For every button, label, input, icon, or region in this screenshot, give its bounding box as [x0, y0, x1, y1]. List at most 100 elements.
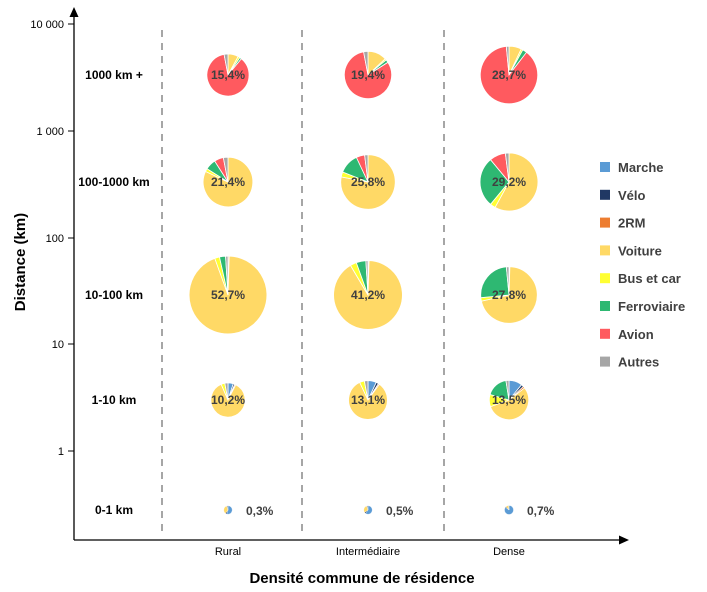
- pie-slice-autres: [508, 505, 510, 511]
- pie-slice-voiture: [494, 152, 539, 212]
- pie-slice-autres: [364, 154, 369, 183]
- pie-10-100-km-dense: 27,8%: [480, 266, 538, 324]
- pie-slice-voiture: [489, 387, 530, 421]
- column-label-intermediaire: Intermédiaire: [336, 546, 400, 558]
- y-tick-label: 1 000: [36, 126, 64, 138]
- column-separators: [161, 30, 445, 532]
- legend-item-2rm: 2RM: [600, 216, 645, 231]
- legend-label: Marche: [618, 160, 664, 175]
- pie-1-10-km-dense: 13,5%: [488, 379, 530, 421]
- legend-item-bus-et-car: Bus et car: [600, 271, 681, 286]
- row-label-100-1000-km: 100-1000 km: [78, 175, 149, 189]
- pie-share-label: 41,2%: [351, 288, 385, 302]
- pie-share-label: 0,3%: [246, 504, 274, 518]
- legend-swatch: [600, 245, 610, 256]
- pie-slice-autres: [505, 45, 510, 76]
- pie-share-label: 15,4%: [211, 68, 245, 82]
- pie-1000-km-dense: 28,7%: [479, 45, 539, 105]
- legend-item-voiture: Voiture: [600, 243, 662, 258]
- pie-share-label: 0,5%: [386, 504, 414, 518]
- pie-share-label: 10,2%: [211, 393, 245, 407]
- row-label-0-1-km: 0-1 km: [95, 503, 133, 517]
- y-axis-arrow: [69, 7, 79, 17]
- legend-item-velo: Vélo: [600, 188, 646, 203]
- legend-label: Bus et car: [618, 271, 681, 286]
- legend-swatch: [600, 301, 610, 311]
- legend-label: 2RM: [618, 216, 645, 231]
- pie-share-label: 13,5%: [492, 393, 526, 407]
- legend-label: Vélo: [618, 188, 646, 203]
- y-axis-title: Distance (km): [12, 213, 29, 311]
- legend-label: Voiture: [618, 243, 662, 258]
- pie-slice-avion: [479, 45, 539, 105]
- pie-slice-avion: [343, 51, 392, 99]
- x-axis-title: Densité commune de résidence: [249, 570, 474, 587]
- legend-swatch: [600, 273, 610, 284]
- legend-item-marche: Marche: [600, 160, 664, 175]
- pie-share-label: 0,7%: [527, 504, 555, 518]
- legend-item-autres: Autres: [600, 355, 659, 370]
- pie-slice-autres: [504, 152, 510, 183]
- row-labels: 1000 km + 100-1000 km 10-100 km 1-10 km 0-1 …: [78, 68, 149, 517]
- pie-share-label: 28,7%: [492, 68, 526, 82]
- pie-0-1-km-intermediaire: 0,5%: [363, 504, 414, 518]
- pie-share-label: 52,7%: [211, 288, 245, 302]
- legend: Marche Vélo 2RM Voiture Bus et car Ferroviair…: [600, 160, 685, 370]
- legend-label: Ferroviaire: [618, 299, 685, 314]
- y-tick-label: 1: [58, 446, 64, 458]
- pie-share-label: 29,2%: [492, 175, 526, 189]
- x-axis-arrow: [619, 535, 629, 545]
- pie-share-label: 21,4%: [211, 175, 245, 189]
- pie-0-1-km-rural: 0,3%: [223, 504, 274, 518]
- legend-swatch: [600, 328, 610, 339]
- pie-slice-ferroviaire: [480, 266, 510, 299]
- pie-1000-km-intermediaire: 19,4%: [343, 50, 392, 99]
- legend-item-ferroviaire: Ferroviaire: [600, 299, 685, 314]
- pie-slice-marche: [365, 505, 373, 515]
- row-label-1000-km: 1000 km +: [85, 68, 143, 82]
- pie-slice-autres: [363, 50, 369, 76]
- pie-share-label: 19,4%: [351, 68, 385, 82]
- column-label-dense: Dense: [493, 546, 525, 558]
- legend-swatch: [600, 217, 610, 228]
- y-tick-label: 10: [52, 339, 64, 351]
- pie-slice-autres: [226, 505, 229, 511]
- row-label-1-10-km: 1-10 km: [92, 393, 137, 407]
- column-labels: Rural Intermédiaire Dense: [215, 546, 525, 558]
- pie-slice-avion: [206, 53, 250, 97]
- legend-swatch: [600, 162, 610, 172]
- axes: [69, 7, 629, 545]
- pie-1000-km-rural: 15,4%: [206, 53, 250, 97]
- y-tick-label: 10 000: [30, 19, 64, 31]
- pie-100-1000-km-rural: 21,4%: [202, 156, 254, 208]
- pie-slice-autres: [363, 380, 369, 401]
- pie-100-1000-km-dense: 29,2%: [479, 152, 539, 212]
- pie-share-label: 27,8%: [492, 288, 526, 302]
- pie-share-label: 13,1%: [351, 393, 385, 407]
- legend-item-avion: Avion: [600, 327, 654, 342]
- y-ticks: 10 000 1 000 100 10 1: [30, 19, 74, 458]
- pie-1-10-km-intermediaire: 13,1%: [348, 380, 388, 420]
- column-label-rural: Rural: [215, 546, 241, 558]
- y-tick-label: 100: [46, 233, 64, 245]
- pie-slice-autres: [505, 379, 510, 401]
- pie-slice-autres: [366, 505, 369, 511]
- pie-0-1-km-dense: 0,7%: [504, 504, 555, 518]
- pie-100-1000-km-intermediaire: 25,8%: [340, 154, 396, 210]
- pie-slice-autres: [222, 156, 229, 183]
- legend-swatch: [600, 356, 610, 367]
- pie-slice-voiture: [348, 381, 388, 420]
- pie-slice-voiture: [210, 383, 246, 418]
- pie-slice-autres: [223, 53, 229, 76]
- pie-slice-ferroviaire: [479, 159, 510, 205]
- pie-10-100-km-rural: 52,7%: [188, 255, 268, 335]
- pies: 15,4% 19,4% 28,7% 21,4% 25,8% 29,2% 52,7% 41,2%…: [188, 45, 555, 518]
- pie-10-100-km-intermediaire: 41,2%: [333, 260, 403, 330]
- pie-slice-autres: [224, 382, 229, 401]
- pie-slice-autres: [365, 260, 369, 296]
- legend-label: Avion: [618, 327, 654, 342]
- pie-slice-autres: [225, 255, 229, 296]
- legend-label: Autres: [618, 355, 659, 370]
- pie-slice-autres: [505, 266, 510, 296]
